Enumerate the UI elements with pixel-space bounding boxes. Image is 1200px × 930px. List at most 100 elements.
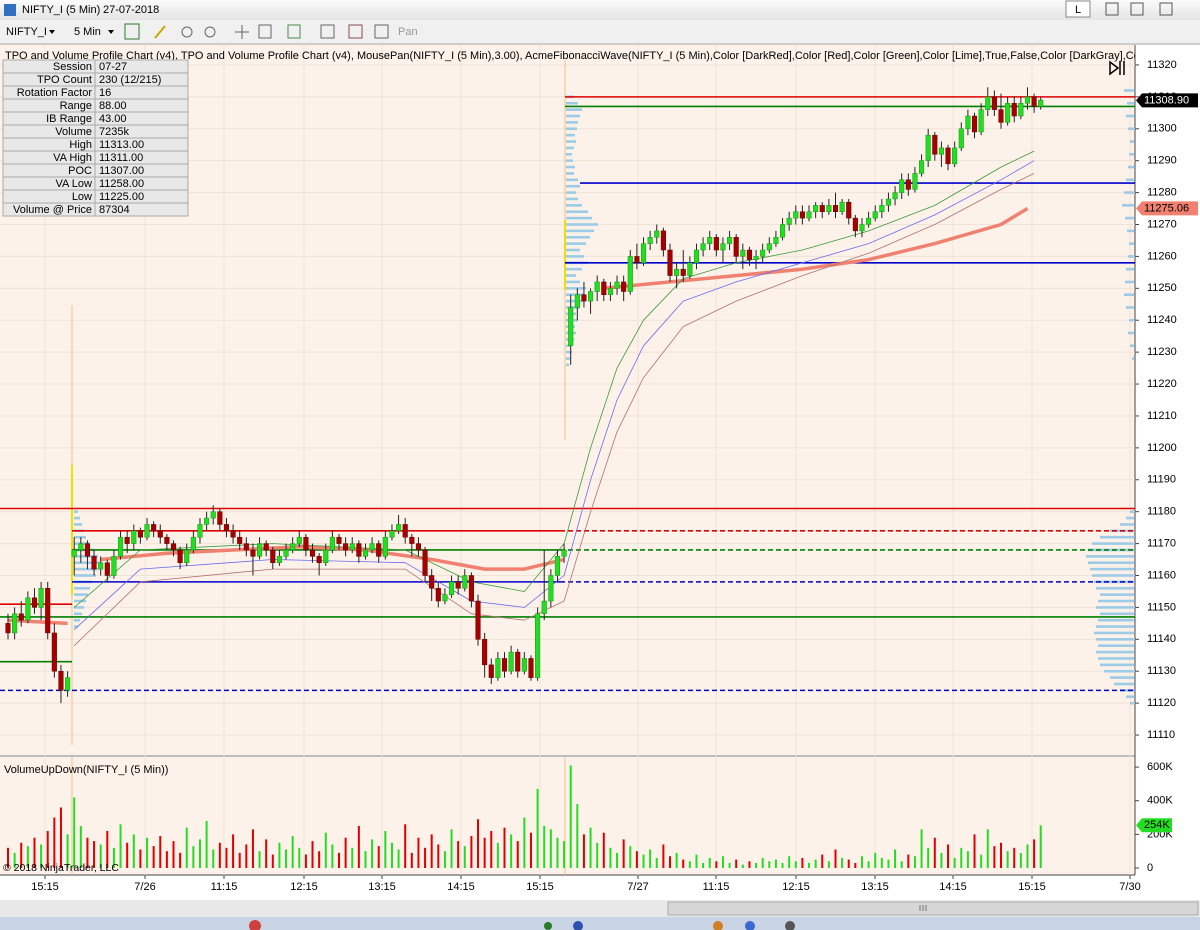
candle-body bbox=[846, 201, 852, 219]
volume-tick-label: 600K bbox=[1147, 761, 1173, 773]
volume-bar bbox=[132, 834, 135, 868]
volume-bar bbox=[516, 841, 519, 868]
volume-bar bbox=[218, 842, 221, 868]
stats-label: VA Low bbox=[56, 178, 93, 190]
volume-profile-bar bbox=[1128, 127, 1134, 131]
plot bbox=[0, 60, 1135, 745]
candle-body bbox=[468, 575, 474, 602]
candle-body bbox=[448, 581, 455, 595]
candle-body bbox=[508, 651, 514, 672]
volume-bar bbox=[66, 834, 69, 868]
volume-bar bbox=[642, 854, 645, 868]
candle-body bbox=[766, 243, 772, 251]
candle-body bbox=[541, 600, 547, 615]
volume-bar bbox=[927, 847, 930, 868]
volume-title: VolumeUpDown(NIFTY_I (5 Min)) bbox=[4, 764, 168, 776]
y-tick-label: 11280 bbox=[1147, 186, 1177, 198]
close-button[interactable] bbox=[1159, 2, 1173, 16]
stats-value: 87304 bbox=[99, 204, 130, 216]
volume-profile-bar bbox=[1100, 593, 1134, 596]
candle-body bbox=[376, 543, 382, 557]
volume-bar bbox=[225, 847, 228, 868]
volume-bar bbox=[417, 837, 420, 868]
candle-body bbox=[343, 543, 349, 551]
candle-body bbox=[283, 549, 289, 557]
volume-bar bbox=[549, 829, 552, 868]
volume-profile-bar bbox=[1126, 267, 1134, 271]
volume-profile-bar bbox=[1092, 542, 1134, 545]
window-button[interactable] bbox=[1065, 0, 1091, 18]
volume-bar bbox=[874, 852, 877, 868]
volume-tag bbox=[1136, 818, 1172, 833]
candle-body bbox=[594, 281, 600, 292]
volume-bar bbox=[510, 834, 513, 868]
volume-bar bbox=[702, 862, 705, 868]
volume-profile-bar bbox=[1088, 561, 1134, 565]
stats-value: 11225.00 bbox=[99, 191, 144, 203]
volume-profile-bar bbox=[1100, 535, 1134, 539]
volume-bar bbox=[443, 851, 446, 868]
candle-body bbox=[859, 224, 865, 232]
restore-button[interactable] bbox=[1130, 2, 1144, 16]
candle-body bbox=[170, 543, 177, 551]
candle-body bbox=[515, 651, 521, 672]
volume-profile-bar bbox=[1086, 555, 1134, 558]
volume-bar bbox=[980, 854, 983, 868]
volume-profile-bar bbox=[566, 280, 580, 284]
volume-profile-bar bbox=[566, 363, 569, 367]
toolbar-icons[interactable] bbox=[124, 23, 389, 40]
volume-bar bbox=[73, 797, 76, 868]
pan-button[interactable]: Pan bbox=[398, 26, 418, 38]
candle-body bbox=[680, 268, 686, 276]
volume-bar bbox=[1013, 847, 1016, 868]
volume-bar bbox=[536, 788, 539, 868]
candle-body bbox=[157, 530, 163, 538]
candle-body bbox=[945, 147, 951, 165]
volume-bar bbox=[318, 851, 321, 868]
volume-bar bbox=[708, 857, 711, 868]
price-tag bbox=[1136, 201, 1198, 216]
volume-profile-bar bbox=[1096, 625, 1134, 628]
title-bar bbox=[0, 0, 1200, 20]
volume-bar bbox=[377, 846, 380, 868]
volume-bar bbox=[563, 841, 566, 868]
volume-bar bbox=[503, 827, 506, 868]
candle-body bbox=[919, 160, 925, 174]
price-tag bbox=[1136, 93, 1198, 108]
scroll-thumb[interactable] bbox=[667, 901, 1199, 916]
play-icon[interactable] bbox=[1109, 60, 1125, 76]
volume-profile-bar bbox=[1096, 650, 1134, 654]
volume-bar bbox=[304, 854, 307, 868]
interval-selector[interactable]: 5 Min bbox=[74, 26, 101, 38]
volume-profile-bar bbox=[1120, 689, 1134, 692]
volume-profile-bar bbox=[1127, 229, 1134, 233]
volume-profile-bar bbox=[1098, 657, 1134, 660]
y-tick-label: 11320 bbox=[1147, 59, 1177, 71]
volume-bar bbox=[46, 831, 49, 868]
volume-profile-bar bbox=[566, 242, 586, 245]
minimize-button[interactable] bbox=[1105, 2, 1119, 16]
volume-bar bbox=[13, 852, 16, 868]
volume-bar bbox=[629, 846, 632, 868]
volume-bar bbox=[523, 817, 526, 868]
instrument-selector[interactable]: NIFTY_I bbox=[6, 26, 47, 38]
volume-bar bbox=[854, 862, 857, 868]
candle-body bbox=[31, 597, 38, 608]
volume-profile-bar bbox=[566, 216, 592, 220]
taskbar-icons[interactable] bbox=[249, 920, 795, 930]
candle-body bbox=[813, 205, 819, 212]
candle-body bbox=[832, 205, 839, 212]
volume-profile-bar bbox=[1114, 682, 1134, 686]
volume-bar bbox=[271, 854, 274, 868]
candle-body bbox=[270, 549, 276, 563]
volume-profile-bar bbox=[566, 146, 574, 150]
stats-label: Volume @ Price bbox=[13, 204, 92, 216]
volume-profile-bar bbox=[1130, 344, 1134, 348]
volume-profile-bar bbox=[74, 606, 84, 609]
candle-body bbox=[693, 249, 700, 264]
volume-bar bbox=[894, 849, 897, 868]
candle-body bbox=[78, 543, 84, 551]
volume-bar bbox=[390, 842, 393, 868]
candle-body bbox=[654, 230, 660, 238]
volume-bar bbox=[245, 844, 248, 868]
